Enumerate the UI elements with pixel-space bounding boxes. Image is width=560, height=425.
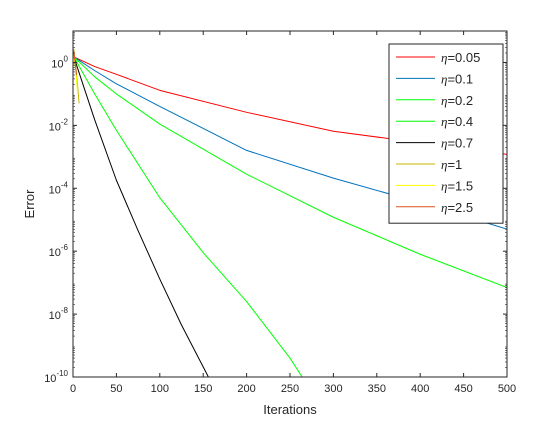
x-tick-label: 500	[498, 383, 516, 395]
y-tick-label: 10-10	[44, 369, 68, 385]
eta-symbol: η	[441, 50, 447, 65]
y-tick-mantissa: 10	[49, 247, 61, 259]
legend-label-3: η=0.2	[441, 93, 473, 108]
series-line-5	[73, 56, 209, 377]
y-tick-label: 10-6	[49, 243, 69, 259]
series-line-4	[73, 56, 507, 288]
y-tick-label: 10-2	[49, 117, 69, 133]
legend: η=0.05η=0.1η=0.2η=0.4η=0.7η=1η=1.5η=2.5	[388, 43, 504, 224]
x-tick-label: 150	[194, 383, 212, 395]
y-tick-exponent: -4	[61, 180, 69, 189]
y-tick-exponent: -10	[56, 369, 68, 378]
legend-value: =1	[447, 157, 462, 172]
legend-value: =0.7	[447, 136, 473, 151]
x-tick-label: 300	[324, 383, 342, 395]
y-tick-label: 10-4	[49, 180, 69, 196]
eta-symbol: η	[441, 200, 447, 215]
legend-label-8: η=2.5	[441, 200, 473, 215]
x-tick-label: 50	[110, 383, 122, 395]
series-line-8	[73, 51, 77, 76]
eta-symbol: η	[441, 178, 447, 193]
y-axis-label: Error	[22, 189, 37, 219]
legend-value: =2.5	[447, 200, 473, 215]
x-tick-label: 400	[411, 383, 429, 395]
eta-symbol: η	[441, 71, 447, 86]
legend-label-7: η=1.5	[441, 178, 473, 193]
legend-value: =1.5	[447, 178, 473, 193]
y-tick-exponent: -6	[61, 243, 69, 252]
legend-value: =0.1	[447, 71, 473, 86]
legend-label-4: η=0.4	[441, 114, 473, 129]
legend-label-6: η=1	[441, 157, 462, 172]
legend-value: =0.2	[447, 93, 473, 108]
x-tick-label: 450	[454, 383, 472, 395]
y-tick-mantissa: 10	[44, 373, 56, 385]
legend-value: =0.05	[447, 50, 480, 65]
y-tick-label: 100	[51, 54, 68, 70]
legend-label-5: η=0.7	[441, 136, 473, 151]
y-tick-mantissa: 10	[49, 184, 61, 196]
x-tick-label: 250	[281, 383, 299, 395]
ticks-layer: 0 50 100 150 200 250 300 350 400 450 50010010-210-…	[44, 31, 516, 395]
y-tick-label: 10-8	[49, 306, 69, 322]
x-tick-label: 350	[368, 383, 386, 395]
legend-label-1: η=0.05	[441, 50, 480, 65]
eta-symbol: η	[441, 114, 447, 129]
x-axis-label: Iterations	[263, 402, 317, 417]
y-tick-exponent: -2	[61, 117, 69, 126]
legend-box	[388, 43, 504, 224]
series-line-3	[73, 56, 303, 377]
y-tick-exponent: 0	[64, 54, 69, 63]
x-tick-label: 0	[70, 383, 76, 395]
x-tick-label: 200	[237, 383, 255, 395]
legend-label-2: η=0.1	[441, 71, 473, 86]
x-tick-label: 100	[151, 383, 169, 395]
y-tick-exponent: -8	[61, 306, 69, 315]
eta-symbol: η	[441, 136, 447, 151]
eta-symbol: η	[441, 93, 447, 108]
y-tick-mantissa: 10	[49, 121, 61, 133]
eta-symbol: η	[441, 157, 447, 172]
y-tick-mantissa: 10	[49, 310, 61, 322]
legend-value: =0.4	[447, 114, 473, 129]
y-tick-mantissa: 10	[51, 58, 63, 70]
